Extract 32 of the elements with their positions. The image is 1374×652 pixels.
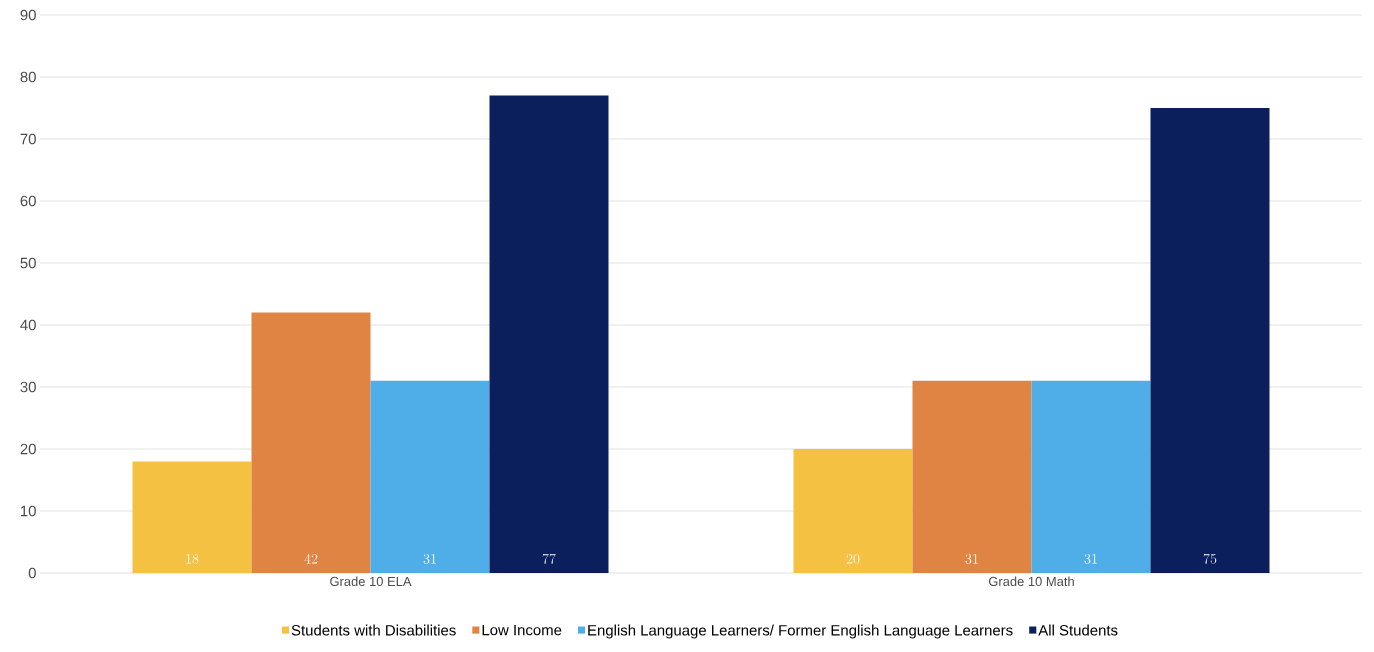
data-label: 77 — [542, 553, 556, 564]
y-tick-label: 60 — [20, 195, 36, 207]
y-tick-label: 40 — [20, 319, 36, 331]
data-label: 20 — [846, 553, 860, 564]
data-label: 18 — [186, 553, 199, 564]
y-tick-label: 30 — [20, 381, 36, 393]
y-tick-label: 0 — [28, 567, 36, 579]
bar — [370, 380, 490, 573]
bar — [1031, 380, 1151, 573]
data-label: 31 — [965, 553, 978, 564]
bar — [1150, 108, 1270, 573]
bar — [489, 95, 609, 573]
data-label: 42 — [304, 553, 318, 564]
data-label: 31 — [423, 553, 436, 564]
legend-label: English Language Learners/ Former English Language Learners — [588, 624, 1013, 639]
legend-label: Low Income — [482, 624, 562, 636]
bar — [251, 312, 371, 573]
data-label: 31 — [1084, 553, 1097, 564]
x-tick-label: Grade 10 ELA — [330, 576, 412, 587]
bar — [132, 461, 252, 573]
y-tick-label: 20 — [20, 443, 36, 455]
y-tick-label: 80 — [20, 71, 36, 83]
y-tick-label: 70 — [20, 133, 36, 145]
y-tick-label: 90 — [20, 9, 36, 21]
bar — [793, 449, 913, 573]
data-label: 75 — [1203, 553, 1217, 564]
bar — [912, 380, 1032, 573]
y-tick-label: 50 — [20, 257, 36, 269]
x-tick-label: Grade 10 Math — [988, 576, 1074, 587]
legend-label: All Students — [1038, 624, 1118, 636]
legend-label: Students with Disabilities — [291, 624, 456, 636]
y-tick-label: 10 — [21, 505, 36, 517]
